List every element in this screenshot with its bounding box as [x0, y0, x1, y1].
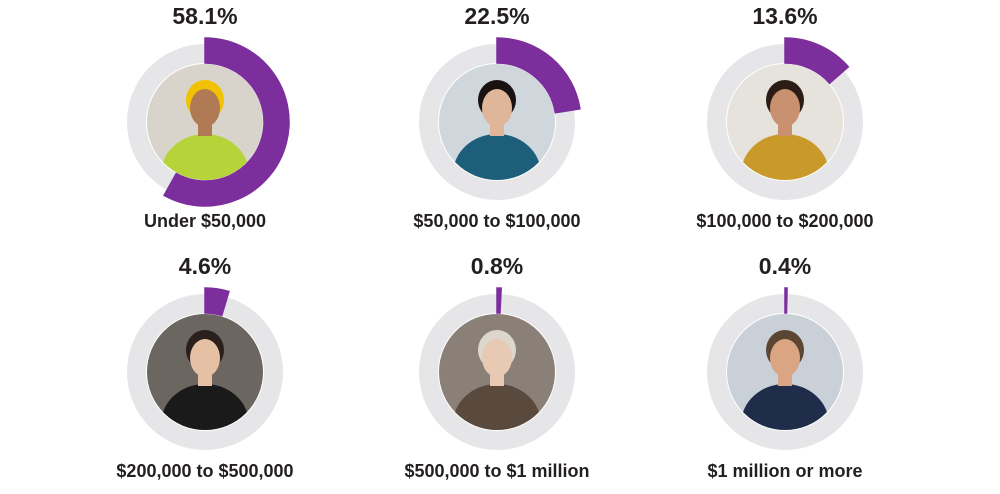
percentage-label: 4.6%	[179, 253, 231, 279]
person-body	[453, 384, 541, 430]
photo	[439, 314, 555, 430]
category-label: Under $50,000	[144, 211, 266, 231]
person-body	[453, 134, 541, 180]
percentage-label: 13.6%	[752, 3, 817, 29]
person-body	[161, 384, 249, 430]
photo	[727, 314, 843, 430]
photo	[147, 64, 263, 180]
percentage-label: 22.5%	[464, 3, 529, 29]
category-label: $1 million or more	[707, 461, 862, 481]
person-body	[161, 134, 249, 180]
share-arc	[784, 37, 850, 85]
person-face	[190, 89, 220, 127]
photo	[147, 314, 263, 430]
person-face	[482, 89, 512, 127]
category-label: $50,000 to $100,000	[413, 211, 580, 231]
person-face	[190, 339, 220, 377]
share-arc	[204, 287, 230, 317]
percentage-label: 0.4%	[759, 253, 811, 279]
person-face	[482, 339, 512, 377]
person-body	[741, 384, 829, 430]
person-face	[770, 89, 800, 127]
category-label: $100,000 to $200,000	[696, 211, 873, 231]
share-arc	[163, 37, 290, 207]
person-body	[741, 134, 829, 180]
percentage-label: 58.1%	[172, 3, 237, 29]
category-label: $200,000 to $500,000	[116, 461, 293, 481]
share-arc	[496, 37, 581, 114]
share-arc	[784, 287, 788, 314]
photo	[439, 64, 555, 180]
percentage-label: 0.8%	[471, 253, 523, 279]
person-face	[770, 339, 800, 377]
category-label: $500,000 to $1 million	[404, 461, 589, 481]
share-arc	[496, 287, 503, 314]
photo	[727, 64, 843, 180]
